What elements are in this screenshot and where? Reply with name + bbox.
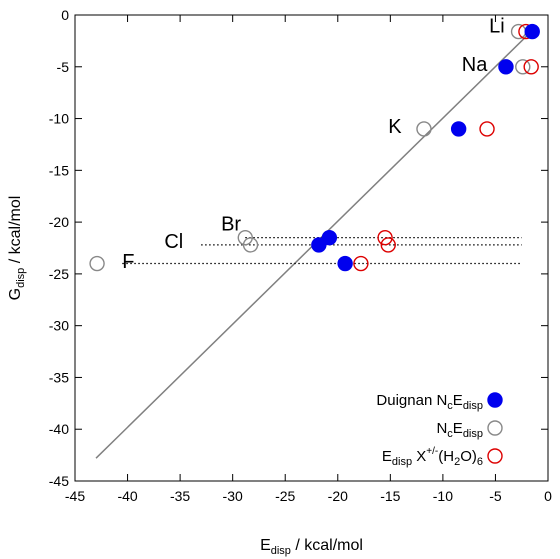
data-point-k [450,121,467,137]
x-tick-label: -45 [65,488,85,504]
legend-subscript: disp [463,428,483,440]
y-tick-label: -20 [49,214,69,230]
legend-subscript: disp [392,456,412,468]
x-axis-title: Edisp / kcal/mol [260,537,363,557]
x-axis-title-rest: / kcal/mol [291,537,363,554]
x-tick-label: -30 [223,488,243,504]
y-tick-label: -5 [57,59,70,75]
x-tick-label: -25 [275,488,295,504]
x-tick-label: -20 [328,488,348,504]
x-tick-label: -35 [170,488,190,504]
legend-subscript: 6 [477,456,483,468]
x-tick-label: -5 [489,488,502,504]
data-point-na [515,59,531,75]
legend-label: Duignan NcEdisp [376,392,483,412]
ion-label-f: F [122,251,134,273]
data-point-br [377,229,393,246]
data-point-cl [380,237,396,253]
data-point-f [89,255,105,272]
legend-text-part: E [453,420,463,437]
legend-marker [487,448,503,464]
ion-label-k: K [388,116,402,138]
legend-label: Edisp X+/-(H2O)6 [382,446,483,468]
legend-text-part: O) [460,448,477,465]
legend-text-part: N [436,420,447,437]
legend-superscript: +/- [426,446,438,457]
legend-text-part: X [412,448,426,465]
x-axis-title-main: E [260,537,271,554]
y-tick-label: -40 [49,421,69,437]
data-point-li [524,23,540,40]
data-point-na [523,59,539,75]
data-point-k [479,121,495,137]
data-point-f [353,255,369,272]
y-axis-title-sub: disp [15,268,27,288]
legend-marker [487,392,503,408]
data-point-k [416,121,432,137]
y-axis-title-main: G [7,288,24,300]
y-axis-title-rest: / kcal/mol [7,196,24,268]
ion-label-na: Na [462,54,488,76]
legend-subscript: disp [463,400,483,412]
y-tick-label: -30 [49,318,69,334]
data-point-na [498,59,514,75]
y-tick-label: 0 [61,7,69,23]
legend-label: NcEdisp [436,420,483,440]
y-tick-label: -25 [49,266,69,282]
legend-subscript: c [447,428,453,440]
x-tick-label: -15 [380,488,400,504]
data-point-cl [242,237,259,253]
ion-label-cl: Cl [164,231,183,253]
y-axis-title: Gdisp / kcal/mol [7,196,27,301]
data-point-cl [311,237,327,253]
x-tick-label: -40 [117,488,137,504]
x-tick-label: -10 [433,488,453,504]
legend-subscript: 2 [454,456,460,468]
y-tick-label: -15 [49,162,69,178]
legend-text-part: E [453,392,463,409]
y-tick-label: -45 [49,473,69,489]
legend-marker [487,420,503,436]
data-point-f [337,255,353,272]
legend-text-part: Duignan N [376,392,447,409]
legend-text-part: E [382,448,392,465]
y-tick-label: -10 [49,111,69,127]
ion-label-br: Br [221,213,241,235]
data-point-br [321,229,338,246]
legend-subscript: c [447,400,453,412]
legend-text-part: (H [438,448,454,465]
y-tick-label: -35 [49,369,69,385]
x-tick-label: 0 [544,488,552,504]
ion-label-li: Li [489,16,505,38]
x-axis-title-sub: disp [271,545,291,557]
plot-frame [74,14,549,482]
